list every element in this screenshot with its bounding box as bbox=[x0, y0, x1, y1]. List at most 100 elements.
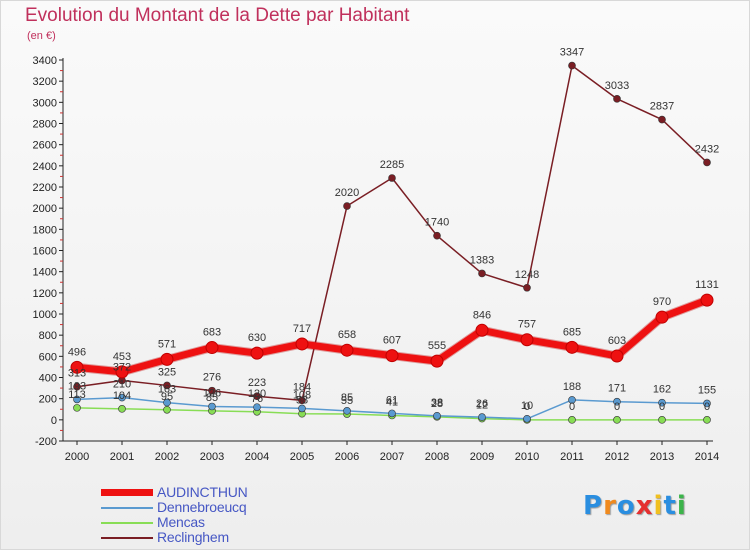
logo-letter: r bbox=[603, 491, 617, 521]
data-label-dennebroeucq: 61 bbox=[386, 394, 398, 406]
data-point-mencas bbox=[658, 416, 666, 424]
y-tick-label: -200 bbox=[35, 436, 57, 448]
y-tick-label: 0 bbox=[51, 415, 57, 427]
y-tick-label: 3000 bbox=[33, 97, 57, 109]
data-point-dennebroeucq bbox=[208, 402, 216, 411]
data-point-audincthun bbox=[205, 341, 219, 355]
x-tick-label: 2005 bbox=[290, 451, 314, 463]
chart-title: Evolution du Montant de la Dette par Hab… bbox=[25, 5, 410, 26]
data-label-audincthun: 683 bbox=[203, 327, 221, 339]
x-tick-label: 2007 bbox=[380, 451, 404, 463]
data-label-reclinghem: 276 bbox=[203, 372, 221, 384]
data-label-mencas: 104 bbox=[113, 390, 131, 402]
x-tick-label: 2002 bbox=[155, 451, 179, 463]
data-label-reclinghem: 2020 bbox=[335, 187, 359, 199]
data-label-mencas: 0 bbox=[659, 401, 665, 413]
data-label-audincthun: 970 bbox=[653, 296, 671, 308]
proxiti-logo: Proxiti bbox=[583, 491, 687, 521]
data-label-reclinghem: 372 bbox=[113, 361, 131, 373]
data-point-audincthun bbox=[655, 310, 669, 324]
data-label-reclinghem: 2285 bbox=[380, 159, 404, 171]
data-label-audincthun: 630 bbox=[248, 332, 266, 344]
legend-label-dennebroeucq: Dennebroeucq bbox=[157, 499, 247, 515]
data-point-dennebroeucq bbox=[343, 407, 351, 415]
data-point-reclinghem bbox=[73, 382, 81, 391]
data-point-mencas bbox=[118, 405, 126, 413]
data-point-reclinghem bbox=[433, 231, 441, 240]
data-label-audincthun: 757 bbox=[518, 319, 536, 331]
x-tick-label: 2010 bbox=[515, 451, 539, 463]
data-point-dennebroeucq bbox=[658, 398, 666, 407]
data-point-dennebroeucq bbox=[73, 395, 81, 404]
data-label-audincthun: 717 bbox=[293, 323, 311, 335]
y-tick-label: 1800 bbox=[33, 224, 57, 236]
data-label-mencas: 76 bbox=[251, 393, 263, 405]
data-label-reclinghem: 184 bbox=[293, 381, 311, 393]
data-label-audincthun: 496 bbox=[68, 346, 86, 358]
data-point-mencas bbox=[613, 416, 621, 424]
data-label-dennebroeucq: 171 bbox=[608, 383, 626, 395]
data-label-reclinghem: 2432 bbox=[695, 143, 719, 155]
data-label-audincthun: 607 bbox=[383, 335, 401, 347]
data-label-reclinghem: 1740 bbox=[425, 217, 449, 229]
data-label-audincthun: 555 bbox=[428, 340, 446, 352]
logo-letter: i bbox=[653, 491, 664, 521]
y-tick-label: 2800 bbox=[33, 119, 57, 131]
data-point-audincthun bbox=[520, 333, 534, 347]
data-point-dennebroeucq bbox=[433, 412, 441, 420]
legend-label-audincthun: AUDINCTHUN bbox=[157, 484, 248, 500]
data-point-reclinghem bbox=[478, 269, 486, 278]
data-label-mencas: 58 bbox=[296, 395, 308, 407]
x-tick-label: 2009 bbox=[470, 451, 494, 463]
data-point-dennebroeucq bbox=[118, 393, 126, 402]
y-tick-label: 1200 bbox=[33, 288, 57, 300]
data-point-dennebroeucq bbox=[523, 414, 531, 423]
data-label-reclinghem: 1383 bbox=[470, 254, 494, 266]
x-tick-label: 2006 bbox=[335, 451, 359, 463]
data-point-reclinghem bbox=[658, 115, 666, 124]
data-label-mencas: 12 bbox=[476, 400, 488, 412]
x-tick-label: 2004 bbox=[245, 451, 269, 463]
data-label-audincthun: 685 bbox=[563, 326, 581, 338]
data-label-mencas: 0 bbox=[614, 401, 620, 413]
data-point-mencas bbox=[163, 405, 171, 414]
y-tick-label: 1000 bbox=[33, 309, 57, 321]
y-tick-label: 2400 bbox=[33, 161, 57, 173]
data-label-mencas: 55 bbox=[341, 395, 353, 407]
data-point-reclinghem bbox=[163, 381, 171, 390]
logo-letter: t bbox=[663, 491, 677, 521]
data-point-reclinghem bbox=[568, 61, 576, 70]
y-tick-label: 2200 bbox=[33, 182, 57, 194]
y-tick-label: 2000 bbox=[33, 203, 57, 215]
y-tick-label: 2600 bbox=[33, 140, 57, 152]
data-label-reclinghem: 313 bbox=[68, 368, 86, 380]
data-point-audincthun bbox=[385, 349, 399, 363]
data-point-audincthun bbox=[430, 354, 444, 368]
data-label-dennebroeucq: 108 bbox=[293, 389, 311, 401]
data-label-reclinghem: 1248 bbox=[515, 269, 539, 281]
data-label-mencas: 0 bbox=[569, 401, 575, 413]
data-label-dennebroeucq: 85 bbox=[341, 392, 353, 404]
data-label-reclinghem: 325 bbox=[158, 366, 176, 378]
data-label-mencas: 95 bbox=[161, 391, 173, 403]
data-label-audincthun: 1131 bbox=[695, 279, 719, 291]
data-label-dennebroeucq: 126 bbox=[203, 387, 221, 399]
data-point-audincthun bbox=[610, 349, 624, 363]
data-label-mencas: 28 bbox=[431, 398, 443, 410]
x-tick-label: 2001 bbox=[110, 451, 134, 463]
y-tick-label: 800 bbox=[39, 330, 57, 342]
y-tick-label: 3200 bbox=[33, 76, 57, 88]
data-label-mencas: 113 bbox=[68, 389, 86, 401]
logo-letter: o bbox=[616, 491, 636, 521]
data-point-audincthun bbox=[250, 346, 264, 360]
x-tick-label: 2003 bbox=[200, 451, 224, 463]
data-label-audincthun: 658 bbox=[338, 329, 356, 341]
logo-letter: x bbox=[635, 491, 654, 521]
data-label-mencas: 0 bbox=[704, 401, 710, 413]
data-point-audincthun bbox=[160, 352, 174, 366]
data-point-dennebroeucq bbox=[478, 413, 486, 421]
data-label-dennebroeucq: 38 bbox=[431, 397, 443, 409]
legend-label-reclinghem: Reclinghem bbox=[157, 529, 229, 545]
logo-letter: i bbox=[676, 491, 687, 521]
